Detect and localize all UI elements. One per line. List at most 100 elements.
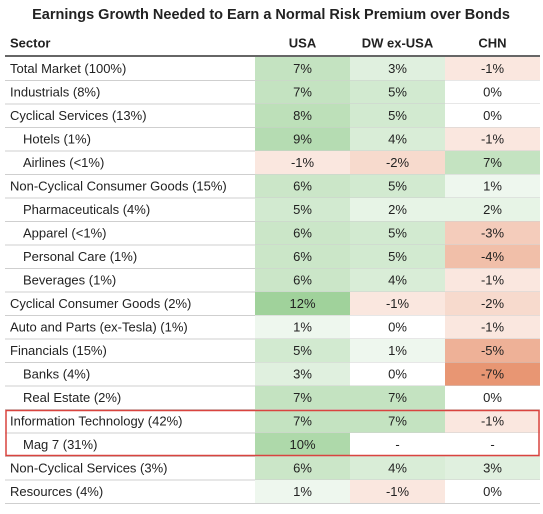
cell-value: 5% xyxy=(388,85,407,100)
cell-value: 6% xyxy=(293,249,312,264)
cell-value: 5% xyxy=(388,179,407,194)
sector-label: Hotels (1%) xyxy=(23,132,91,147)
cell-bg xyxy=(255,480,350,504)
cell-bg xyxy=(350,268,445,292)
cell-bg xyxy=(255,198,350,222)
column-header: USA xyxy=(289,35,317,50)
cell-value: -5% xyxy=(481,343,505,358)
cell-value: - xyxy=(490,437,494,452)
cell-bg xyxy=(445,174,540,198)
cell-value: 5% xyxy=(293,343,312,358)
cell-bg xyxy=(445,80,540,104)
cell-bg xyxy=(350,151,445,175)
column-header: DW ex-USA xyxy=(362,35,434,50)
column-header: CHN xyxy=(478,35,506,50)
cell-bg xyxy=(350,174,445,198)
cell-value: 7% xyxy=(293,390,312,405)
sector-label: Industrials (8%) xyxy=(10,85,100,100)
cell-bg xyxy=(255,104,350,128)
cell-bg xyxy=(255,174,350,198)
sector-label: Airlines (<1%) xyxy=(23,155,104,170)
cell-value: 9% xyxy=(293,132,312,147)
cell-value: 7% xyxy=(483,155,502,170)
cell-bg xyxy=(350,127,445,151)
cell-bg xyxy=(255,409,350,433)
cell-bg xyxy=(445,57,540,81)
cell-value: -4% xyxy=(481,249,505,264)
cell-bg xyxy=(350,456,445,480)
cell-bg xyxy=(350,80,445,104)
cell-value: 12% xyxy=(289,296,315,311)
cell-value: -3% xyxy=(481,226,505,241)
cell-value: -7% xyxy=(481,367,505,382)
cell-value: 6% xyxy=(293,273,312,288)
sector-label: Real Estate (2%) xyxy=(23,390,121,405)
cell-bg xyxy=(445,386,540,410)
sector-label: Non-Cyclical Services (3%) xyxy=(10,461,167,476)
cell-bg xyxy=(255,221,350,245)
title: Earnings Growth Needed to Earn a Normal … xyxy=(32,7,510,23)
cell-bg xyxy=(255,456,350,480)
cell-value: -1% xyxy=(481,61,505,76)
highlight-box xyxy=(5,409,540,457)
cell-bg xyxy=(350,386,445,410)
cell-bg xyxy=(445,433,540,457)
cell-value: 5% xyxy=(293,202,312,217)
cell-bg xyxy=(255,339,350,363)
cell-bg xyxy=(350,57,445,81)
cell-value: -1% xyxy=(481,132,505,147)
cell-bg xyxy=(350,433,445,457)
cell-value: 6% xyxy=(293,179,312,194)
cell-value: 2% xyxy=(388,202,407,217)
sector-label: Apparel (<1%) xyxy=(23,226,106,241)
cell-value: 5% xyxy=(388,108,407,123)
cell-bg xyxy=(445,268,540,292)
cell-bg xyxy=(445,127,540,151)
cell-value: 5% xyxy=(388,226,407,241)
cell-value: 3% xyxy=(483,461,502,476)
sector-label: Information Technology (42%) xyxy=(10,414,182,429)
cell-value: 6% xyxy=(293,226,312,241)
cell-value: 0% xyxy=(388,367,407,382)
cell-bg xyxy=(350,409,445,433)
column-header: Sector xyxy=(10,35,50,50)
cell-bg xyxy=(255,268,350,292)
cell-value: -2% xyxy=(386,155,410,170)
cell-value: 1% xyxy=(293,320,312,335)
cell-value: 1% xyxy=(483,179,502,194)
sector-label: Resources (4%) xyxy=(10,484,103,499)
cell-value: 1% xyxy=(388,343,407,358)
sector-label: Beverages (1%) xyxy=(23,273,116,288)
cell-value: 6% xyxy=(293,461,312,476)
cell-bg xyxy=(350,339,445,363)
cell-value: -1% xyxy=(386,484,410,499)
cell-bg xyxy=(445,221,540,245)
cell-value: 4% xyxy=(388,461,407,476)
cell-value: 0% xyxy=(483,108,502,123)
cell-bg xyxy=(350,362,445,386)
cell-value: 7% xyxy=(388,390,407,405)
sector-label: Mag 7 (31%) xyxy=(23,437,97,452)
cell-value: -1% xyxy=(291,155,315,170)
cell-bg xyxy=(445,315,540,339)
cell-bg xyxy=(350,292,445,316)
cell-value: 4% xyxy=(388,273,407,288)
cell-bg xyxy=(255,245,350,269)
cell-value: 3% xyxy=(388,61,407,76)
cell-bg xyxy=(255,386,350,410)
cell-bg xyxy=(445,245,540,269)
cell-bg xyxy=(255,80,350,104)
sector-label: Total Market (100%) xyxy=(10,61,126,76)
cell-value: 10% xyxy=(289,437,315,452)
cell-bg xyxy=(350,104,445,128)
cell-value: 0% xyxy=(483,390,502,405)
cell-value: 3% xyxy=(293,367,312,382)
cell-value: -1% xyxy=(386,296,410,311)
cell-value: -2% xyxy=(481,296,505,311)
cell-bg xyxy=(255,151,350,175)
sector-label: Cyclical Consumer Goods (2%) xyxy=(10,296,191,311)
cell-value: 0% xyxy=(388,320,407,335)
cell-bg xyxy=(445,339,540,363)
cell-bg xyxy=(350,198,445,222)
cell-value: - xyxy=(395,437,399,452)
